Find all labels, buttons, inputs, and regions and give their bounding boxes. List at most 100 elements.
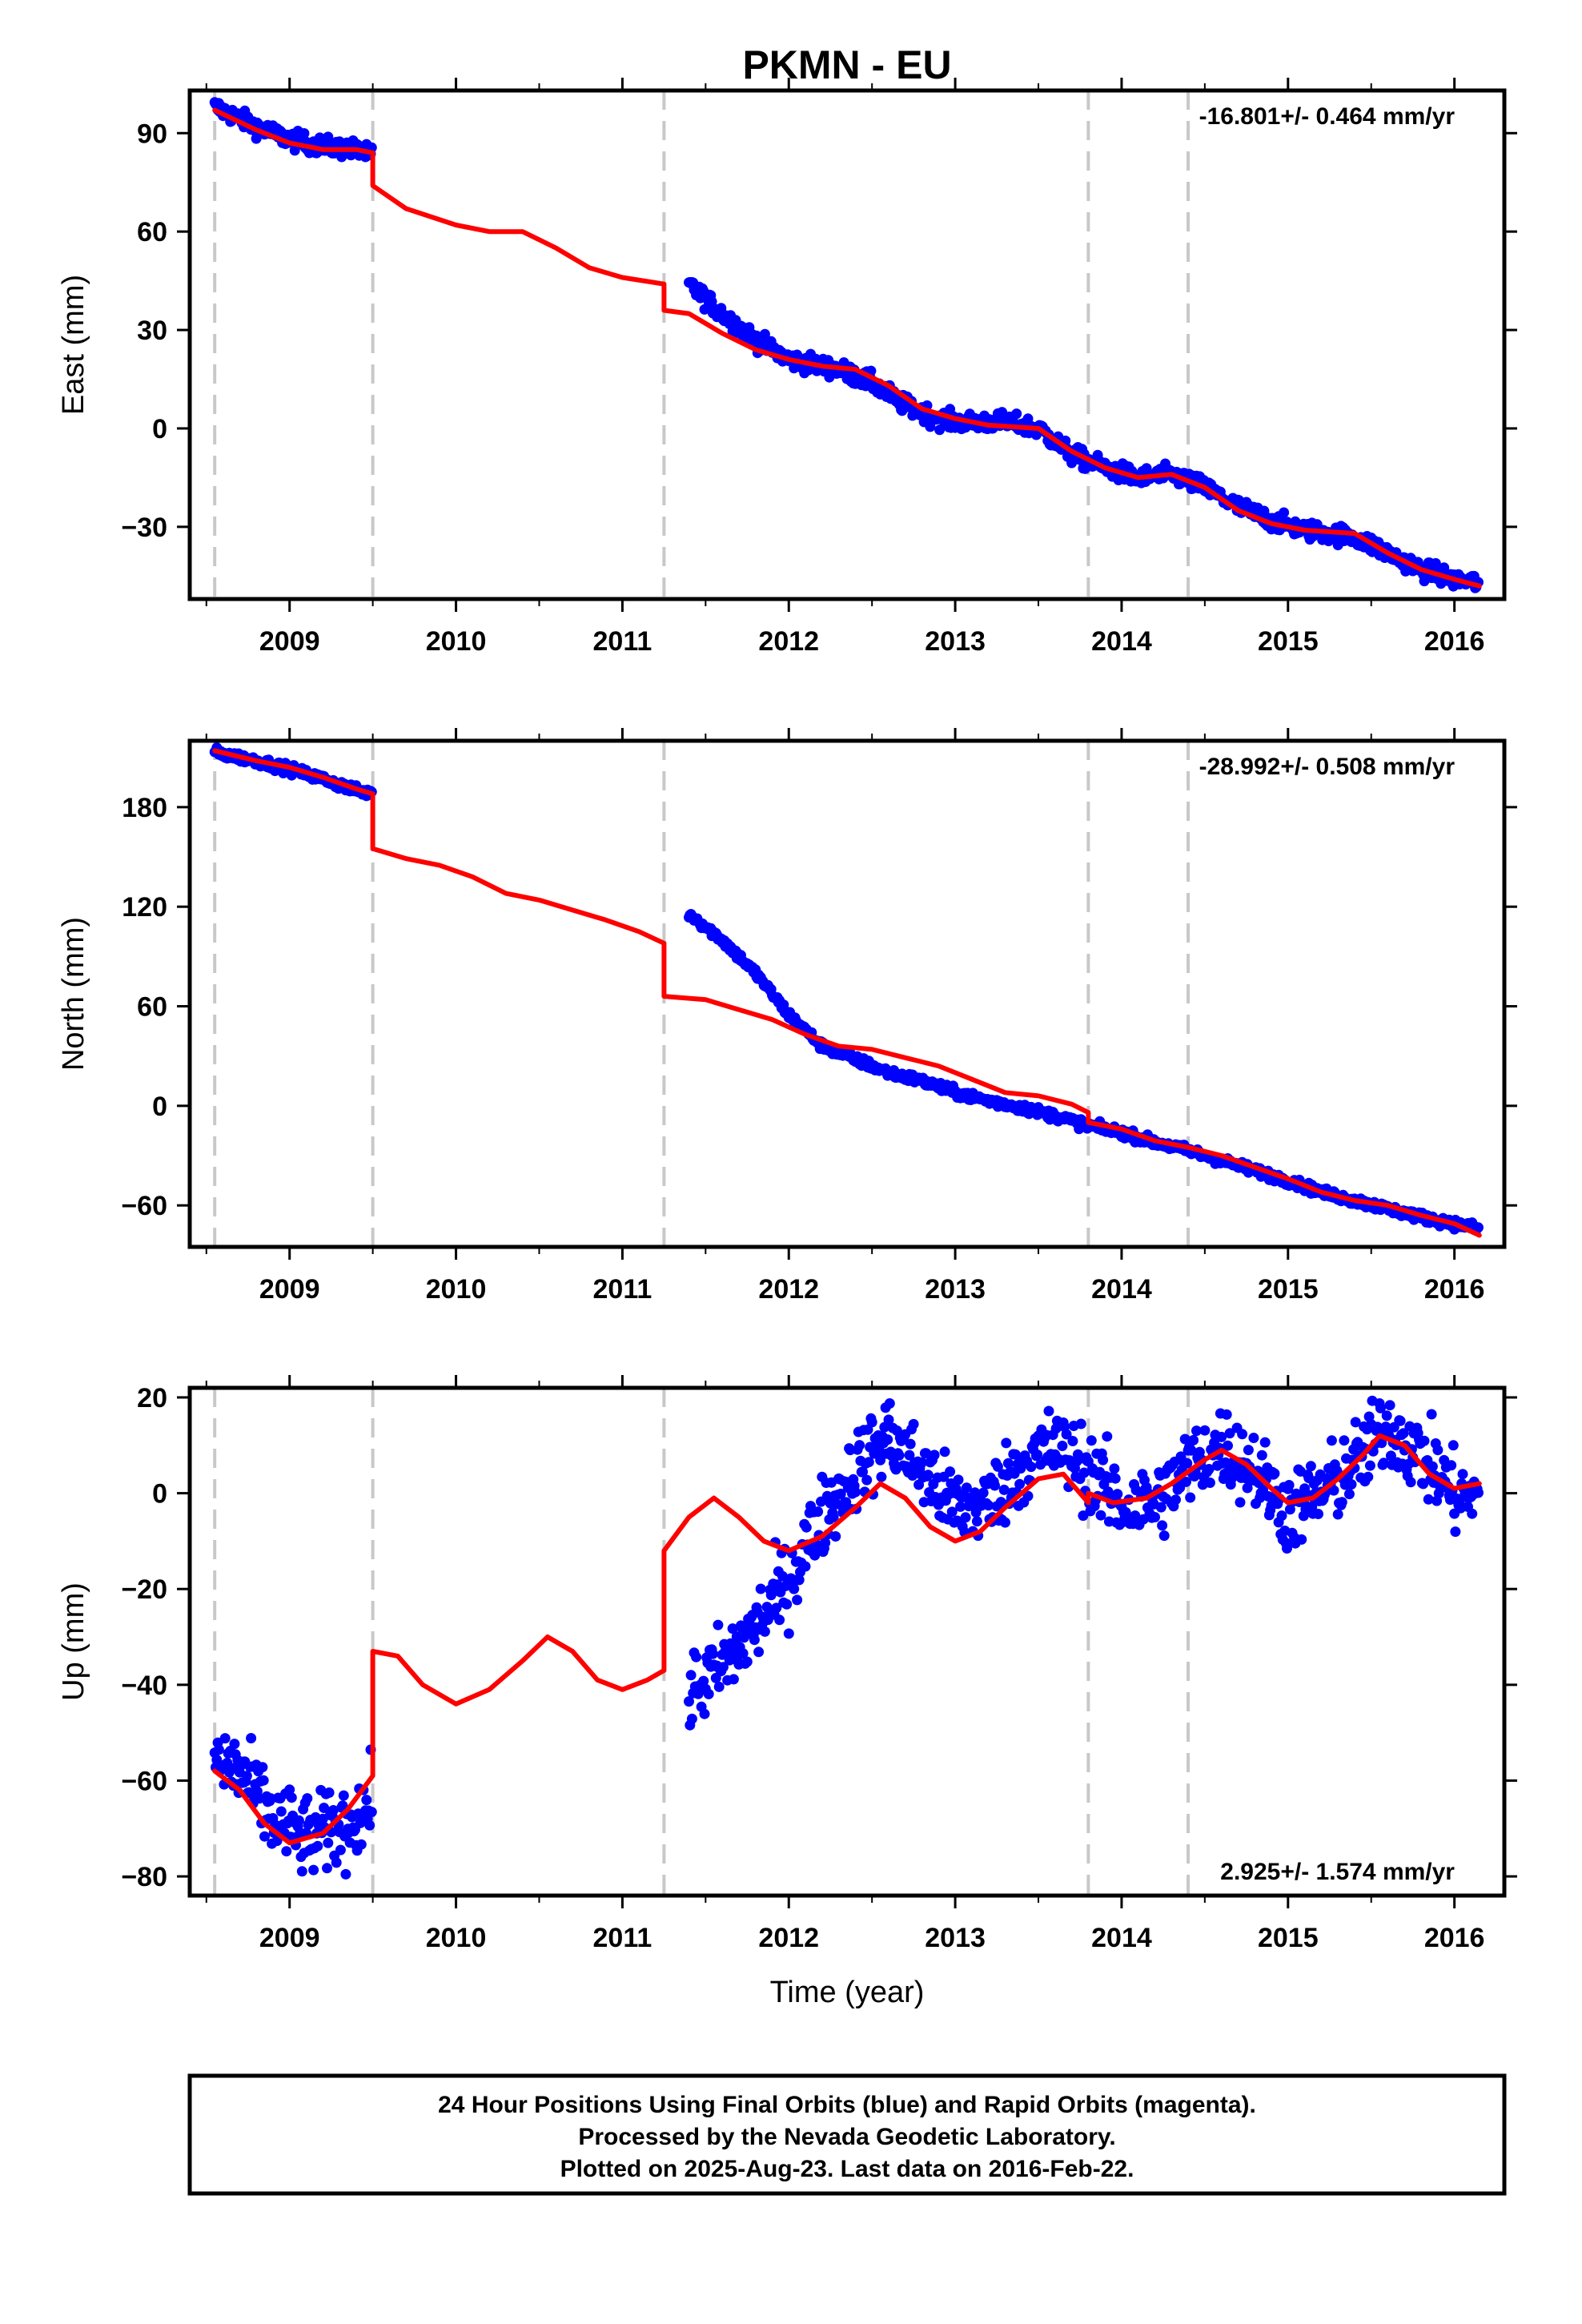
north-x-tick-label: 2015 (1258, 1274, 1319, 1305)
panel-up: 20 0 −20 −40 −60 −80 2009 2010 2011 2012 2013 2014 2… (57, 1375, 1517, 1953)
east-data-points (209, 97, 1484, 593)
east-data-point (1259, 505, 1270, 517)
up-data-point (1346, 1479, 1357, 1490)
up-data-point (1102, 1431, 1113, 1442)
up-x-tick-label: 2011 (593, 1923, 652, 1953)
up-data-point (1427, 1461, 1438, 1472)
up-data-point (728, 1674, 739, 1685)
up-data-point (1446, 1460, 1457, 1471)
up-data-point (1276, 1510, 1287, 1522)
up-data-point (1381, 1410, 1392, 1421)
up-data-point (1078, 1467, 1090, 1478)
up-data-point (904, 1449, 915, 1461)
up-data-point (1447, 1440, 1459, 1451)
up-y-axis-label: Up (mm) (57, 1582, 90, 1701)
up-data-point (1372, 1421, 1383, 1433)
up-data-point (1395, 1415, 1406, 1426)
up-data-point (323, 1787, 335, 1798)
east-data-point (299, 128, 310, 139)
east-y-tick-label: −30 (121, 513, 167, 543)
up-data-point (327, 1805, 339, 1815)
up-data-point (355, 1839, 367, 1850)
up-data-point (213, 1744, 224, 1755)
up-data-point (684, 1696, 694, 1707)
up-data-point (961, 1482, 972, 1494)
north-y-tick-label: 180 (122, 793, 167, 823)
up-data-point (1364, 1460, 1375, 1471)
up-data-point (1405, 1477, 1416, 1488)
up-data-point (366, 1807, 377, 1818)
up-data-point (1450, 1526, 1461, 1538)
up-y-tick-label: 0 (152, 1479, 167, 1510)
up-data-point (1032, 1449, 1043, 1460)
north-model (212, 748, 1482, 1238)
north-y-tick-label: 0 (152, 1092, 167, 1122)
up-data-point (1075, 1418, 1086, 1429)
up-data-point (945, 1466, 956, 1478)
up-data-point (691, 1651, 702, 1663)
up-y-tick-label: −60 (121, 1766, 167, 1796)
up-data-point (1170, 1494, 1181, 1506)
up-data-point (1014, 1478, 1026, 1490)
up-data-point (876, 1471, 887, 1482)
up-data-point (905, 1438, 916, 1449)
up-data-point (707, 1648, 718, 1659)
up-data-point (257, 1762, 268, 1773)
north-data-point (1473, 1222, 1484, 1233)
up-data-point (1112, 1489, 1123, 1500)
up-y-tick-label: −80 (121, 1862, 167, 1892)
up-data-points (209, 1395, 1484, 1880)
up-data-point (1419, 1435, 1430, 1446)
up-plot-frame (187, 1385, 1507, 1898)
up-data-point (866, 1417, 877, 1428)
north-x-tick-label: 2013 (925, 1274, 986, 1305)
north-data-points (209, 742, 1484, 1236)
up-data-point (219, 1733, 231, 1744)
up-x-tick-label: 2013 (925, 1923, 986, 1953)
up-data-point (857, 1466, 868, 1478)
up-data-point (1095, 1510, 1106, 1521)
up-data-point (777, 1570, 788, 1582)
up-data-point (1235, 1497, 1246, 1508)
up-data-point (1150, 1512, 1160, 1522)
caption-line-3: Plotted on 2025-Aug-23. Last data on 201… (560, 2156, 1134, 2182)
up-data-point (229, 1739, 240, 1750)
up-data-point (1043, 1405, 1054, 1417)
up-data-point (717, 1662, 729, 1673)
up-x-tick-label: 2014 (1091, 1923, 1152, 1953)
up-data-point (727, 1623, 738, 1634)
east-y-tick-label: 0 (152, 414, 167, 444)
east-x-tick-label: 2016 (1424, 626, 1485, 657)
up-data-point (800, 1561, 811, 1572)
up-x-tick-label: 2015 (1258, 1923, 1319, 1953)
up-data-point (1256, 1449, 1267, 1461)
up-data-point (990, 1480, 1000, 1491)
up-data-point (308, 1864, 319, 1876)
up-data-point (1457, 1469, 1468, 1480)
up-data-point (323, 1837, 334, 1848)
east-data-point (1011, 408, 1022, 420)
up-data-point (1332, 1509, 1343, 1520)
up-data-point (749, 1634, 760, 1646)
up-data-point (1109, 1463, 1120, 1474)
up-data-point (1061, 1429, 1072, 1440)
up-data-point (1248, 1433, 1259, 1443)
up-data-point (835, 1488, 846, 1499)
up-data-point (921, 1448, 932, 1459)
up-data-point (830, 1531, 841, 1542)
up-data-point (801, 1522, 812, 1533)
up-data-point (1284, 1504, 1295, 1515)
east-x-tick-label: 2014 (1091, 626, 1152, 657)
up-data-point (319, 1803, 330, 1813)
up-model (212, 1433, 1482, 1846)
up-data-point (286, 1792, 297, 1803)
up-x-tick-label: 2010 (426, 1923, 487, 1953)
up-data-point (820, 1538, 831, 1548)
up-data-point (281, 1846, 292, 1857)
up-data-point (922, 1470, 934, 1481)
up-data-point (1339, 1435, 1350, 1446)
north-y-tick-label: 120 (122, 892, 167, 923)
up-data-point (1426, 1409, 1437, 1420)
up-data-point (698, 1675, 709, 1687)
up-data-point (884, 1398, 895, 1409)
